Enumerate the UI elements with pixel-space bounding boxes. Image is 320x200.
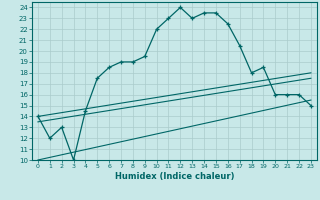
X-axis label: Humidex (Indice chaleur): Humidex (Indice chaleur): [115, 172, 234, 181]
